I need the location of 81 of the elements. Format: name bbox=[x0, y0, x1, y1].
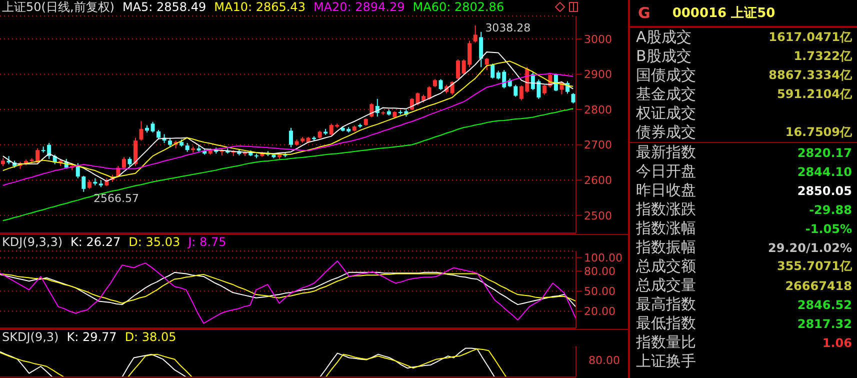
annotation: 2566.57 bbox=[94, 192, 140, 205]
category-label: 总成交额 bbox=[636, 257, 696, 276]
text: 1.06 bbox=[822, 336, 852, 350]
candlestick bbox=[133, 137, 138, 166]
candlestick bbox=[479, 31, 484, 68]
candlestick bbox=[490, 63, 495, 79]
text: 29.20/1.02% bbox=[768, 240, 852, 254]
y-tick-label: 2900 bbox=[584, 68, 612, 82]
chart-title: KDJ(9,3,3) bbox=[2, 235, 63, 249]
candlestick bbox=[484, 57, 489, 70]
text: 16.7509亿 bbox=[785, 125, 852, 139]
text: K: 26.27 bbox=[70, 235, 121, 249]
candlestick bbox=[82, 175, 86, 192]
category-label: 国债成交 bbox=[636, 66, 696, 85]
chart-title: SKDJ(9,3) bbox=[2, 330, 59, 344]
y-tick-label: 2700 bbox=[584, 138, 612, 152]
category-label: 今日开盘 bbox=[636, 162, 696, 181]
chart-title: 上证50(日线,前复权) bbox=[2, 0, 114, 14]
category-label: A股成交 bbox=[636, 28, 692, 47]
candlestick bbox=[450, 80, 454, 96]
candlestick bbox=[514, 84, 518, 98]
text: 355.7071亿 bbox=[776, 259, 852, 273]
candlestick bbox=[122, 156, 126, 170]
text: 2844.10 bbox=[797, 164, 852, 178]
candlestick bbox=[370, 102, 374, 118]
text: -29.88 bbox=[809, 202, 852, 216]
category-label: B股成交 bbox=[636, 47, 692, 66]
line-series bbox=[2, 73, 574, 186]
candlestick bbox=[571, 92, 576, 104]
category-label: 昨日收盘 bbox=[636, 181, 696, 200]
y-tick-label: 20.00 bbox=[584, 305, 616, 318]
text: MA20: 2894.29 bbox=[313, 0, 405, 14]
text: MA60: 2802.86 bbox=[412, 0, 504, 14]
candlestick bbox=[76, 162, 80, 179]
category-label: 债券成交 bbox=[636, 123, 696, 142]
candlestick bbox=[473, 24, 478, 43]
text: 000016 上证50 bbox=[672, 5, 776, 22]
category-label: 权证成交 bbox=[636, 104, 696, 123]
category-label: 最高指数 bbox=[636, 295, 696, 314]
y-tick-label: 2800 bbox=[584, 103, 612, 116]
line-series bbox=[2, 108, 574, 222]
text: 2820.17 bbox=[797, 146, 852, 160]
text: MA10: 2865.43 bbox=[214, 0, 306, 14]
annotation: 3038.28 bbox=[485, 21, 531, 34]
candlestick bbox=[139, 120, 144, 142]
series-label: D: 38.05 bbox=[124, 330, 176, 344]
text: MA5: 2858.49 bbox=[122, 0, 206, 14]
y-tick-label: 2500 bbox=[584, 209, 612, 222]
text: G bbox=[638, 4, 650, 22]
candlestick bbox=[438, 78, 443, 91]
text: 26667418 bbox=[785, 278, 852, 292]
text: J: 8.75 bbox=[188, 235, 226, 249]
y-tick-label: 3000 bbox=[584, 32, 612, 46]
text: D: 35.03 bbox=[128, 235, 180, 249]
y-tick-label: 100.00 bbox=[584, 252, 622, 265]
text: 8867.3334亿 bbox=[768, 68, 852, 82]
candlestick bbox=[456, 58, 460, 80]
category-label: 指数涨跌 bbox=[636, 200, 696, 219]
text: 2817.32 bbox=[797, 316, 852, 330]
category-label: 基金成交 bbox=[636, 85, 696, 104]
category-label: 总成交量 bbox=[636, 276, 696, 295]
candlestick bbox=[289, 127, 293, 148]
text: 2850.05 bbox=[797, 184, 852, 198]
series-label: K: 29.77 bbox=[66, 330, 117, 344]
category-label: 最新指数 bbox=[636, 143, 696, 162]
text: 591.2104亿 bbox=[776, 87, 852, 101]
line-series bbox=[0, 260, 576, 324]
text: 2846.52 bbox=[797, 298, 852, 312]
text: 1617.0471亿 bbox=[768, 30, 852, 44]
candlestick bbox=[150, 121, 155, 133]
category-label: 最低指数 bbox=[636, 314, 696, 333]
text: -1.05% bbox=[805, 222, 852, 236]
y-tick-label: 80.00 bbox=[584, 264, 616, 278]
category-label: 指数量比 bbox=[636, 333, 696, 352]
y-tick-label: 2600 bbox=[584, 174, 612, 187]
category-label: 上证换手 bbox=[636, 352, 696, 371]
category-label: 指数振幅 bbox=[636, 238, 696, 257]
text: 1.7322亿 bbox=[794, 49, 852, 63]
y-tick-label: 50.00 bbox=[584, 285, 616, 298]
category-label: 指数涨幅 bbox=[636, 219, 696, 238]
candlestick bbox=[156, 129, 161, 140]
